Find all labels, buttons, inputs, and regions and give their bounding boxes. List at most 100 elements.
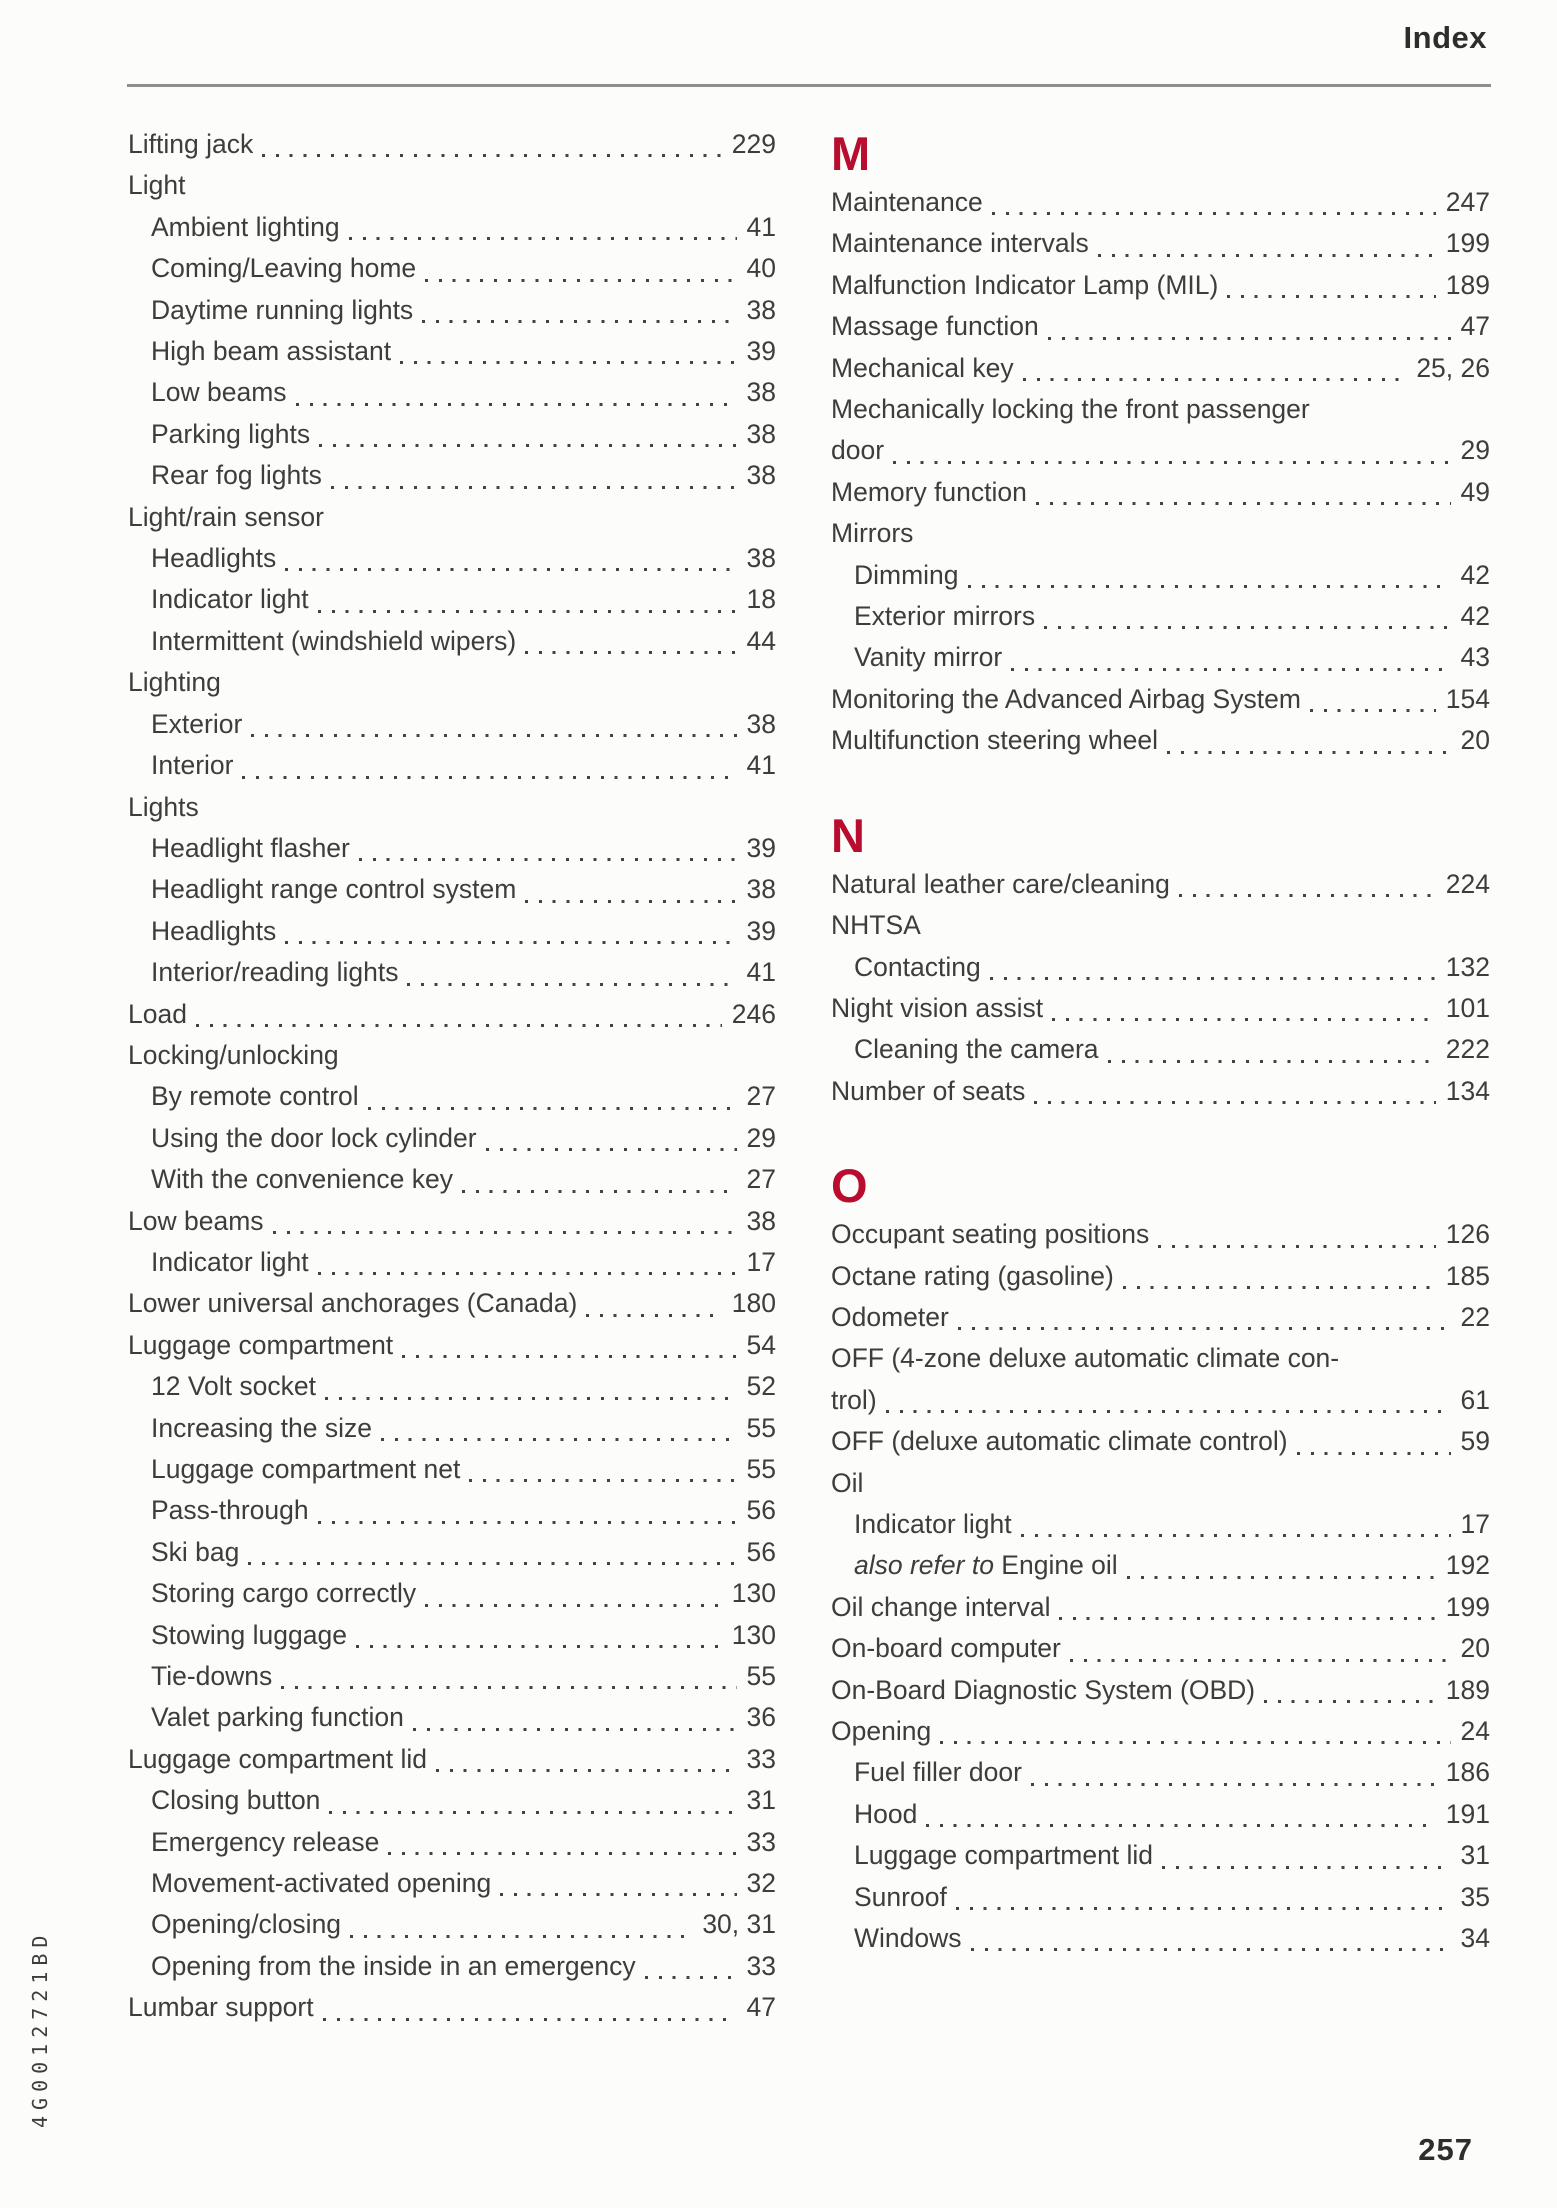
entry-label: Rear fog lights — [151, 460, 322, 491]
index-entry: Odometer 22 — [831, 1296, 1490, 1339]
page-number: 257 — [1418, 2132, 1473, 2167]
entry-label: Indicator light — [854, 1508, 1012, 1539]
index-entry: Ski bag 56 — [128, 1531, 776, 1574]
entry-page: 186 — [1445, 1757, 1490, 1788]
entry-label: Coming/Leaving home — [151, 253, 417, 284]
entry-label: Lifting jack — [128, 129, 254, 159]
dot-leader — [1162, 1835, 1451, 1877]
index-entry: Luggage compartment net 55 — [128, 1449, 776, 1491]
entry-label: Odometer — [831, 1301, 949, 1332]
entry-page: 224 — [1445, 868, 1490, 899]
entry-page: 52 — [746, 1371, 776, 1402]
dot-leader — [991, 182, 1436, 224]
entry-label: Intermittent (windshield wipers) — [151, 625, 517, 656]
entry-page: 38 — [746, 377, 776, 408]
entry-label: Fuel filler door — [854, 1757, 1022, 1788]
entry-label: trol) — [831, 1384, 877, 1415]
index-entry: Indicator light 17 — [128, 1241, 776, 1284]
index-entry: Mechanically locking the front passenger — [831, 389, 1490, 430]
entry-label: Opening — [831, 1716, 932, 1746]
entry-label: Lumbar support — [128, 1992, 314, 2023]
entry-label: Valet parking function — [151, 1702, 404, 1733]
entry-label: Movement-activated opening — [151, 1868, 492, 1899]
dot-leader — [500, 1863, 737, 1905]
entry-page: 38 — [746, 543, 776, 574]
index-section: N Natural leather care/cleaning 224 NHTSA Co… — [831, 809, 1490, 1113]
dot-leader — [358, 827, 737, 870]
entry-label: Octane rating (gasoline) — [831, 1260, 1114, 1291]
index-entry: Luggage compartment lid 31 — [831, 1835, 1490, 1877]
index-entry: Low beams 38 — [128, 372, 776, 414]
dot-leader — [1309, 678, 1436, 721]
dot-leader — [285, 538, 737, 580]
entry-page: 29 — [1460, 435, 1490, 466]
index-entry: Indicator light 17 — [831, 1503, 1490, 1546]
dot-leader — [1035, 471, 1451, 514]
entry-label: Tie-downs — [151, 1661, 273, 1692]
dot-leader — [295, 372, 737, 414]
entry-label: Increasing the size — [151, 1412, 372, 1443]
dot-leader — [644, 1945, 737, 1988]
index-entry: Headlight flasher 39 — [128, 827, 776, 870]
entry-page: 38 — [746, 460, 776, 491]
index-entry: Daytime running lights 38 — [128, 289, 776, 332]
index-entry: Headlights 38 — [128, 538, 776, 580]
index-entry: Stowing luggage 130 — [128, 1614, 776, 1657]
dot-leader — [1122, 1255, 1436, 1297]
index-entry: Lifting jack 229 — [128, 124, 776, 166]
index-entry: Octane rating (gasoline) 185 — [831, 1255, 1490, 1297]
index-entry: Night vision assist 101 — [831, 987, 1490, 1030]
entry-page: 191 — [1445, 1798, 1490, 1829]
index-entry: Pass-through 56 — [128, 1490, 776, 1532]
entry-label: Oil — [831, 1467, 864, 1498]
index-entry: On-Board Diagnostic System (OBD) 189 — [831, 1669, 1490, 1711]
dot-leader — [285, 910, 737, 953]
entry-page: 132 — [1445, 951, 1490, 982]
entry-label-italic: also refer to — [854, 1550, 994, 1581]
entry-label: Light/rain sensor — [128, 501, 324, 532]
entry-label: By remote control — [151, 1081, 359, 1112]
entry-label: Daytime running lights — [151, 294, 414, 325]
dot-leader — [926, 1793, 1436, 1836]
dot-leader — [989, 946, 1436, 988]
dot-leader — [1030, 1752, 1436, 1794]
entry-label: Headlights — [151, 543, 277, 574]
entry-label: Vanity mirror — [854, 642, 1003, 673]
index-entry: trol) 61 — [831, 1379, 1490, 1422]
entry-label: Dimming — [854, 559, 959, 590]
entry-page: 130 — [731, 1578, 776, 1609]
index-entry: Oil change interval 199 — [831, 1586, 1490, 1629]
entry-page: 31 — [746, 1785, 776, 1816]
index-entry: Occupant seating positions 126 — [831, 1214, 1490, 1256]
dot-leader — [525, 869, 737, 911]
index-entry: Light/rain sensor — [128, 497, 776, 538]
dot-leader — [195, 993, 722, 1035]
index-entry: Movement-activated opening 32 — [128, 1863, 776, 1905]
index-entry: Opening/closing 30, 31 — [128, 1904, 776, 1946]
dot-leader — [262, 124, 722, 166]
index-entry: Valet parking function 36 — [128, 1697, 776, 1739]
dot-leader — [1047, 306, 1451, 348]
entry-page: 33 — [746, 1826, 776, 1857]
dot-leader — [1059, 1586, 1436, 1629]
dot-leader — [1296, 1421, 1451, 1463]
index-entry: Luggage compartment 54 — [128, 1324, 776, 1367]
entry-label: Natural leather care/cleaning — [831, 868, 1170, 899]
page-title: Index — [1403, 20, 1487, 55]
index-entry: Low beams 38 — [128, 1200, 776, 1242]
entry-label: Windows — [854, 1923, 962, 1954]
entry-label: Sunroof — [854, 1881, 947, 1912]
index-entry: Opening 24 — [831, 1711, 1490, 1753]
entry-page: 25, 26 — [1416, 352, 1490, 383]
dot-leader — [402, 1324, 737, 1367]
index-entry: Indicator light 18 — [128, 579, 776, 621]
entry-page: 27 — [746, 1081, 776, 1112]
entry-label: Monitoring the Advanced Airbag System — [831, 683, 1301, 714]
entry-page: 126 — [1445, 1219, 1490, 1250]
entry-page: 38 — [746, 294, 776, 325]
dot-leader — [436, 1738, 737, 1781]
index-entry: Mechanical key 25, 26 — [831, 347, 1490, 390]
index-entry: Hood 191 — [831, 1793, 1490, 1836]
dot-leader — [1158, 1214, 1436, 1256]
entry-label: Indicator light — [151, 1246, 309, 1277]
